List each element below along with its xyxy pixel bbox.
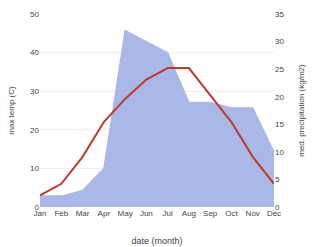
svg-text:med. precipitation (kg/m2): med. precipitation (kg/m2) xyxy=(297,64,306,157)
svg-text:date (month): date (month) xyxy=(131,236,182,246)
svg-text:20: 20 xyxy=(30,126,39,135)
svg-text:30: 30 xyxy=(30,87,39,96)
svg-text:10: 10 xyxy=(30,164,39,173)
svg-text:Dec: Dec xyxy=(267,209,281,218)
svg-text:0: 0 xyxy=(275,203,280,212)
svg-text:Nov: Nov xyxy=(246,209,260,218)
svg-text:Jan: Jan xyxy=(34,209,47,218)
svg-text:15: 15 xyxy=(275,120,284,129)
svg-text:Sep: Sep xyxy=(203,209,218,218)
svg-text:20: 20 xyxy=(275,93,284,102)
svg-text:Apr: Apr xyxy=(98,209,111,218)
svg-text:Aug: Aug xyxy=(182,209,196,218)
svg-text:max temp (C): max temp (C) xyxy=(7,86,16,135)
svg-text:Jun: Jun xyxy=(140,209,153,218)
svg-text:Feb: Feb xyxy=(54,209,68,218)
svg-text:May: May xyxy=(118,209,133,218)
svg-text:0: 0 xyxy=(35,203,40,212)
svg-text:Mar: Mar xyxy=(76,209,90,218)
svg-text:Jul: Jul xyxy=(163,209,173,218)
svg-text:10: 10 xyxy=(275,148,284,157)
svg-text:40: 40 xyxy=(30,48,39,57)
svg-text:25: 25 xyxy=(275,65,284,74)
svg-text:50: 50 xyxy=(30,10,39,19)
svg-text:Oct: Oct xyxy=(225,209,238,218)
svg-text:30: 30 xyxy=(275,37,284,46)
svg-text:5: 5 xyxy=(275,175,280,184)
svg-text:35: 35 xyxy=(275,10,284,19)
